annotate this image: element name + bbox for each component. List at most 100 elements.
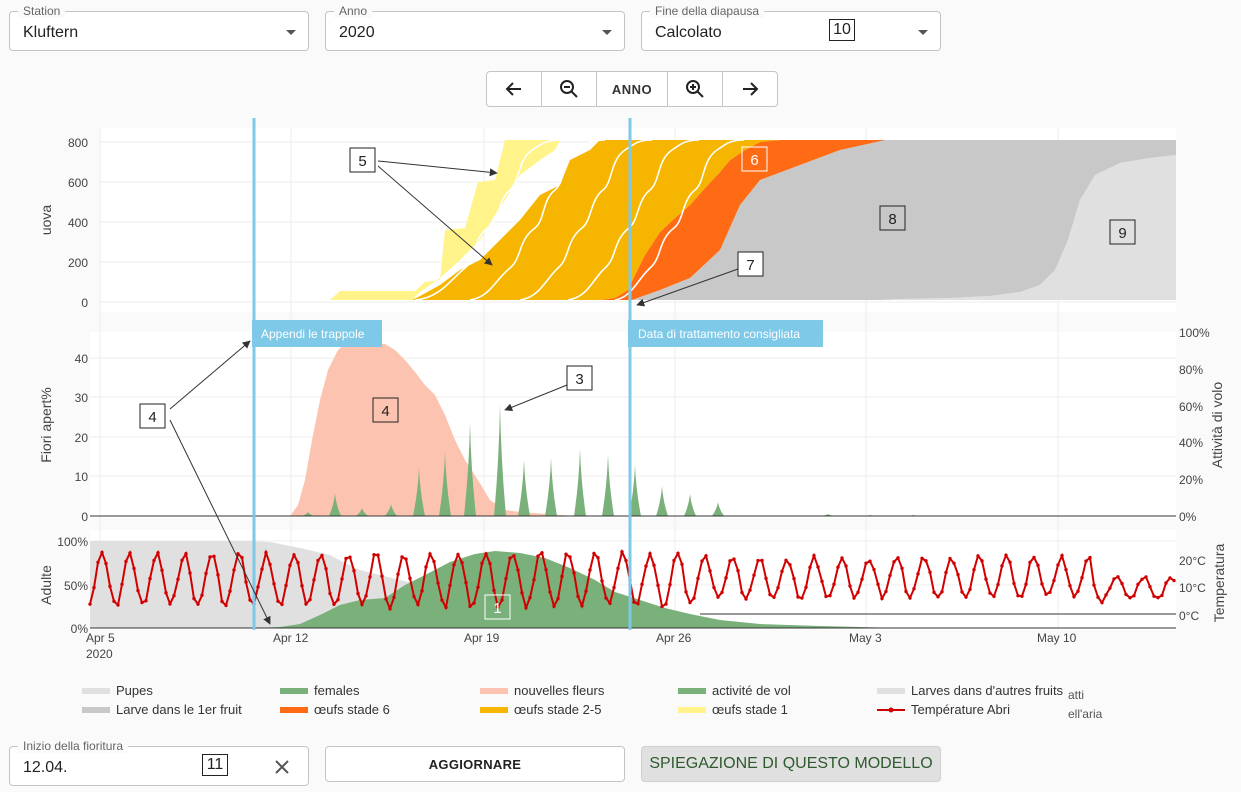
temperature-point [780,569,784,574]
temperature-point [708,569,712,573]
temperature-point [336,597,340,602]
temperature-point [960,590,964,594]
bloom-start-field[interactable]: Inizio della fioritura 12.04. [9,739,309,786]
temperature-point [1108,586,1112,590]
temperature-point [408,576,412,581]
temperature-point [612,585,616,590]
flight-peak [684,494,696,516]
temperature-point [448,583,452,588]
legend-swatch [877,687,905,694]
temperature-point [680,562,684,566]
zoom-in-button[interactable] [668,72,724,106]
temperature-point [932,590,936,595]
temperature-point [400,555,404,559]
temperature-point [280,602,284,607]
legend-item[interactable]: females [280,683,360,698]
temperature-point [884,589,888,594]
temperature-point [384,597,388,601]
diapause-value: Calcolato [655,24,722,41]
temperature-point [948,556,952,561]
temperature-point [304,602,308,606]
temperature-point [632,600,636,604]
next-button[interactable] [723,72,777,106]
temperature-point [704,554,708,558]
series-temperature [88,548,1176,612]
explain-model-button[interactable]: SPIEGAZIONE DI QUESTO MODELLO [641,746,941,782]
diapause-select[interactable]: Fine della diapausa Calcolato [641,4,941,51]
legend-item[interactable]: Larves dans d'autres fruits [877,683,1063,698]
temperature-point [508,556,512,560]
temperature-point [604,596,608,600]
temperature-point [316,558,320,563]
temperature-point [944,570,948,575]
temperature-point [1044,592,1048,596]
year-select[interactable]: Anno 2020 [325,4,625,51]
temperature-point [92,585,96,590]
y-tick: 0 [81,296,88,310]
temperature-point [572,571,576,575]
temperature-point [820,579,824,584]
temperature-point [1028,560,1032,565]
temperature-point [308,597,312,602]
temperature-point [976,554,980,558]
flight-peak [385,504,397,516]
temperature-point [792,576,796,581]
temperature-point [484,552,488,556]
legend-item[interactable]: œufs stade 6 [280,702,390,717]
station-select[interactable]: Station Kluftern [9,4,309,51]
legend-item[interactable]: œufs stade 1 [678,702,788,717]
series-new-flowers [290,344,575,516]
temperature-point [528,595,532,600]
temperature-point [1060,553,1064,558]
marker-4-flowers: 4 [372,397,399,423]
year-view-button[interactable]: ANNO [597,72,669,106]
temperature-point [688,600,692,605]
marker-9: 9 [1109,219,1136,245]
temperature-point [556,596,560,601]
y-axis-label: Adulte [38,565,54,605]
temperature-point [1032,555,1036,560]
temperature-point [1000,564,1004,568]
temperature-point [188,571,192,575]
flight-peak [302,512,314,516]
temperature-point [1152,594,1156,598]
temperature-point [436,581,440,585]
legend-item[interactable]: Larve dans le 1er fruit [82,702,242,717]
legend-item[interactable]: Température Abri [877,702,1010,717]
temperature-point [240,555,244,560]
temperature-point [1004,553,1008,557]
temperature-point [972,567,976,572]
clear-icon[interactable] [274,759,290,775]
zoom-out-button[interactable] [542,72,597,106]
temperature-point [136,588,140,593]
temperature-point [416,602,420,607]
temperature-point [348,555,352,559]
legend-item[interactable]: nouvelles fleurs [480,683,604,698]
temperature-point [696,576,700,581]
temperature-point [1140,577,1144,582]
date-navigation: ANNO [486,71,778,107]
legend-item[interactable]: activité de vol [678,683,791,698]
temperature-point [1148,585,1152,589]
update-button[interactable]: AGGIORNARE [325,746,625,782]
temperature-point [924,559,928,563]
marker-8: 8 [879,205,906,231]
legend-swatch [678,706,706,713]
temperature-point [168,602,172,606]
legend-overflow: atti [1068,688,1085,702]
temperature-point [544,567,548,572]
temperature-point [196,602,200,606]
legend-item[interactable]: œufs stade 2-5 [480,702,601,717]
temperature-point [1088,555,1092,560]
temperature-point [164,591,168,595]
temperature-point [636,602,640,606]
x-tick: May 10 [1037,631,1077,645]
legend-item[interactable]: Pupes [82,683,153,698]
temperature-point [940,590,944,594]
prev-button[interactable] [487,72,542,106]
temperature-point [672,558,676,563]
x-year: 2020 [86,647,113,661]
temperature-point [1080,576,1084,580]
temperature-point [768,592,772,597]
temperature-point [652,563,656,567]
